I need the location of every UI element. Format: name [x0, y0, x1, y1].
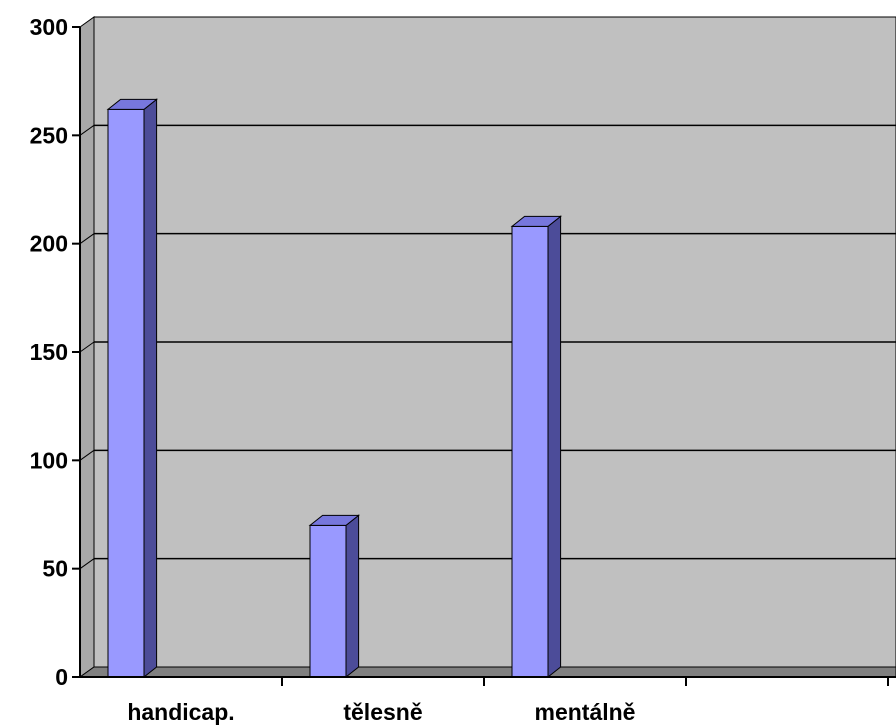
plot-floor	[78, 666, 896, 678]
gridline-diagonal	[79, 558, 95, 570]
y-tick-label: 150	[30, 339, 68, 365]
gridline-diagonal	[79, 124, 95, 136]
y-tick-label: 300	[30, 14, 68, 40]
x-category-label: mentálně	[535, 699, 636, 725]
x-category-label: handicap.	[127, 699, 234, 725]
bar-top	[308, 514, 361, 526]
x-category-label: tělesně	[343, 699, 422, 725]
bar-top	[510, 215, 563, 227]
bar	[106, 98, 159, 679]
gridlines	[79, 124, 896, 570]
bar-front	[511, 225, 549, 678]
bars	[106, 98, 563, 679]
y-tick-label: 0	[55, 664, 68, 690]
plot-area	[78, 16, 896, 678]
y-tick-label: 100	[30, 447, 68, 473]
bar-top	[106, 98, 159, 110]
y-axis-ticks: 0 50 100 150 200 250 300	[30, 14, 80, 690]
y-tick-label: 200	[30, 231, 68, 257]
gridline-diagonal	[79, 341, 95, 353]
bar	[510, 215, 563, 679]
gridline-diagonal	[79, 233, 95, 245]
bar-front	[107, 108, 145, 678]
bar-side	[143, 98, 158, 679]
bar	[308, 514, 361, 679]
bar-front	[309, 524, 347, 678]
y-tick-label: 50	[42, 556, 68, 582]
y-tick-label: 250	[30, 122, 68, 148]
gridline-diagonal	[79, 449, 95, 461]
x-axis-labels: handicap. tělesně mentálně	[127, 677, 889, 725]
bar-side	[547, 215, 562, 679]
bar-side	[345, 514, 360, 679]
